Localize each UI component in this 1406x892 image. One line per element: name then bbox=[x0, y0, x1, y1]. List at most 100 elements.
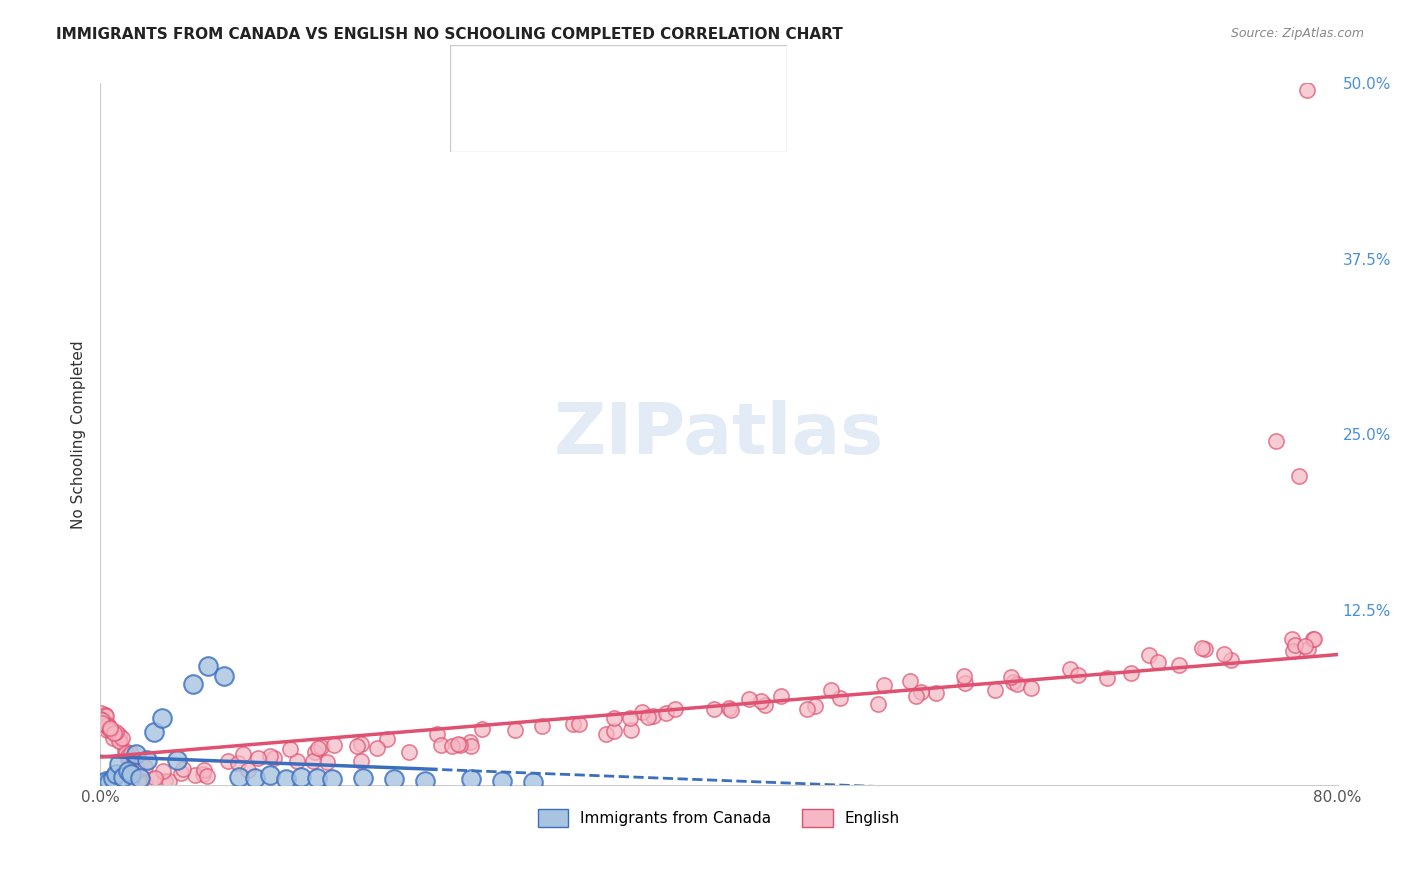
Point bbox=[183, 768, 205, 782]
Text: R = 0.415   N = 31: R = 0.415 N = 31 bbox=[531, 70, 675, 84]
Point bbox=[191, 767, 214, 781]
Point bbox=[737, 692, 759, 706]
Point bbox=[172, 762, 194, 776]
Point bbox=[104, 767, 127, 781]
Point bbox=[1021, 681, 1043, 695]
Point bbox=[232, 747, 254, 761]
Point bbox=[290, 770, 312, 784]
Point bbox=[830, 691, 852, 706]
Point bbox=[1302, 632, 1324, 647]
Text: 0.415: 0.415 bbox=[558, 70, 602, 84]
Point bbox=[1002, 675, 1025, 690]
Point bbox=[323, 738, 346, 752]
Point bbox=[114, 744, 136, 758]
Point bbox=[1005, 677, 1028, 691]
Point bbox=[103, 731, 125, 745]
Point bbox=[143, 771, 166, 785]
Point bbox=[263, 751, 285, 765]
Point bbox=[301, 754, 323, 768]
Point bbox=[117, 752, 139, 766]
Point bbox=[1302, 632, 1324, 647]
Point bbox=[631, 705, 654, 719]
Point bbox=[366, 740, 388, 755]
Point bbox=[90, 709, 112, 723]
Point bbox=[243, 771, 266, 785]
Point bbox=[953, 676, 976, 690]
Point bbox=[522, 775, 544, 789]
Point bbox=[91, 776, 114, 790]
Point bbox=[96, 773, 118, 788]
Point bbox=[1095, 671, 1118, 685]
Point bbox=[117, 764, 139, 778]
Point bbox=[94, 709, 117, 723]
Point bbox=[96, 719, 118, 733]
Text: Source: ZipAtlas.com: Source: ZipAtlas.com bbox=[1230, 27, 1364, 40]
Point bbox=[108, 728, 131, 742]
Point bbox=[471, 722, 494, 736]
Point bbox=[796, 701, 818, 715]
Point bbox=[104, 725, 127, 739]
Point bbox=[96, 719, 118, 733]
Point bbox=[983, 682, 1005, 697]
Legend: Immigrants from Canada, English: Immigrants from Canada, English bbox=[531, 803, 907, 834]
Point bbox=[441, 739, 464, 753]
Point bbox=[259, 749, 281, 764]
Point bbox=[375, 732, 398, 747]
Point bbox=[98, 723, 121, 737]
Point bbox=[1296, 641, 1319, 656]
Point bbox=[1288, 469, 1310, 483]
Point bbox=[1194, 642, 1216, 657]
Point bbox=[90, 712, 112, 726]
Point bbox=[107, 757, 129, 772]
Point bbox=[447, 737, 470, 751]
Point bbox=[1067, 668, 1090, 682]
Point bbox=[898, 673, 921, 688]
Point bbox=[413, 773, 436, 788]
Point bbox=[637, 710, 659, 724]
Point bbox=[228, 770, 250, 784]
Point bbox=[953, 669, 976, 683]
Point bbox=[1219, 653, 1241, 667]
Point bbox=[98, 775, 121, 789]
Point bbox=[1295, 83, 1317, 97]
Point bbox=[193, 763, 215, 777]
Point bbox=[603, 724, 626, 739]
Point bbox=[1284, 638, 1306, 652]
Point bbox=[170, 766, 193, 780]
Point bbox=[304, 745, 326, 759]
Point bbox=[603, 710, 626, 724]
Point bbox=[1121, 666, 1143, 681]
Point bbox=[152, 764, 174, 778]
Point bbox=[655, 706, 678, 720]
Point bbox=[491, 773, 513, 788]
Point bbox=[1282, 644, 1305, 658]
Point bbox=[804, 698, 827, 713]
FancyBboxPatch shape bbox=[467, 61, 517, 93]
Point bbox=[259, 768, 281, 782]
Point bbox=[910, 684, 932, 698]
Point bbox=[108, 734, 131, 748]
Point bbox=[181, 677, 204, 691]
Point bbox=[197, 658, 219, 673]
Point bbox=[458, 735, 481, 749]
Point bbox=[127, 764, 149, 778]
Point bbox=[150, 711, 173, 725]
Point bbox=[1147, 656, 1170, 670]
Text: 0.482: 0.482 bbox=[558, 118, 602, 132]
Point bbox=[426, 726, 449, 740]
Point bbox=[1213, 647, 1236, 661]
Point bbox=[143, 724, 166, 739]
Point bbox=[94, 707, 117, 722]
Point bbox=[117, 749, 139, 764]
Point bbox=[568, 716, 591, 731]
Point bbox=[703, 702, 725, 716]
Point bbox=[246, 751, 269, 765]
Point bbox=[305, 771, 328, 785]
Point bbox=[873, 678, 896, 692]
Point bbox=[460, 739, 482, 753]
Point bbox=[90, 713, 112, 727]
Point bbox=[1168, 658, 1191, 673]
Point bbox=[195, 769, 218, 783]
Point bbox=[274, 772, 297, 787]
Point bbox=[1191, 641, 1213, 656]
